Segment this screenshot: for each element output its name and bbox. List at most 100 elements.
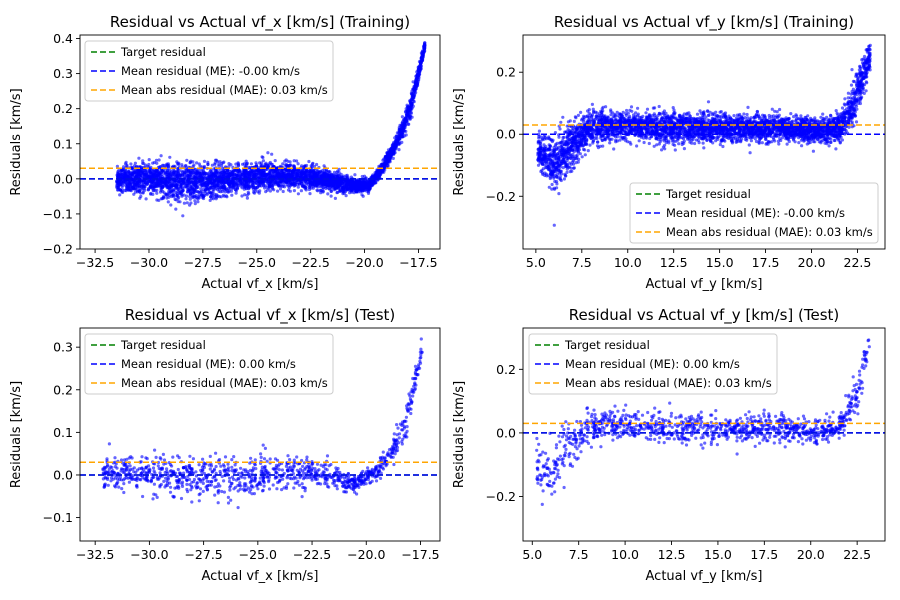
data-point bbox=[135, 174, 139, 178]
data-point bbox=[118, 188, 122, 192]
data-point bbox=[118, 193, 122, 197]
data-point bbox=[316, 181, 320, 185]
data-point bbox=[190, 184, 194, 188]
data-point bbox=[277, 175, 281, 179]
data-point bbox=[186, 190, 190, 194]
data-point bbox=[142, 173, 147, 177]
legend-entry: Mean abs residual (MAE): 0.03 km/s bbox=[121, 83, 328, 97]
data-point bbox=[423, 41, 427, 45]
data-point bbox=[177, 162, 181, 167]
data-point bbox=[155, 161, 159, 165]
data-point bbox=[206, 191, 210, 195]
data-point bbox=[322, 164, 326, 168]
data-point bbox=[209, 185, 213, 189]
y-axis-label: Residuals [km/s] bbox=[452, 88, 467, 195]
data-point bbox=[204, 181, 208, 185]
data-point bbox=[152, 185, 156, 189]
data-point bbox=[288, 160, 292, 164]
data-point bbox=[296, 162, 300, 166]
data-point bbox=[391, 156, 395, 160]
data-point bbox=[154, 158, 159, 162]
data-point bbox=[179, 169, 183, 173]
data-point bbox=[343, 181, 347, 185]
data-point bbox=[169, 179, 173, 183]
data-point bbox=[195, 181, 199, 185]
data-point bbox=[188, 171, 192, 176]
data-point bbox=[245, 161, 249, 165]
data-point bbox=[173, 164, 177, 168]
data-point bbox=[200, 182, 204, 186]
data-point bbox=[227, 183, 231, 187]
data-point bbox=[124, 171, 128, 175]
data-point bbox=[253, 189, 257, 193]
data-point bbox=[118, 183, 123, 187]
data-point bbox=[201, 172, 205, 176]
data-point bbox=[217, 162, 221, 166]
data-point bbox=[344, 194, 348, 198]
data-point bbox=[262, 179, 266, 183]
data-point bbox=[350, 184, 354, 188]
data-point bbox=[344, 188, 348, 192]
data-point bbox=[166, 169, 170, 173]
data-point bbox=[122, 165, 126, 169]
data-point bbox=[154, 170, 158, 175]
data-point bbox=[245, 193, 249, 197]
data-point bbox=[147, 158, 151, 162]
data-point bbox=[310, 162, 315, 166]
data-point bbox=[301, 170, 305, 174]
data-point bbox=[310, 181, 314, 185]
data-point bbox=[310, 164, 314, 168]
data-point bbox=[230, 179, 234, 183]
data-point bbox=[272, 165, 276, 169]
data-point bbox=[292, 159, 296, 163]
data-point bbox=[179, 184, 183, 188]
data-point bbox=[292, 168, 296, 172]
data-point bbox=[373, 171, 377, 175]
data-point bbox=[281, 189, 285, 194]
data-point bbox=[239, 181, 243, 185]
data-point bbox=[418, 67, 422, 71]
data-point bbox=[140, 182, 144, 186]
data-point bbox=[248, 169, 252, 173]
y-tick-label: 0.3 bbox=[53, 66, 73, 81]
data-point bbox=[413, 87, 417, 91]
data-point bbox=[309, 186, 313, 190]
data-point bbox=[142, 162, 146, 166]
data-point bbox=[407, 122, 411, 126]
data-point bbox=[127, 172, 131, 176]
data-point bbox=[196, 200, 200, 204]
data-point bbox=[199, 187, 203, 191]
data-point bbox=[366, 178, 370, 182]
data-point bbox=[336, 175, 340, 179]
data-point bbox=[292, 189, 296, 193]
data-point bbox=[410, 106, 414, 110]
data-point bbox=[278, 187, 283, 191]
data-point bbox=[299, 189, 303, 193]
data-point bbox=[255, 179, 259, 183]
data-point bbox=[299, 181, 303, 185]
data-point bbox=[291, 164, 295, 168]
data-point bbox=[397, 142, 401, 147]
data-point bbox=[303, 184, 307, 188]
data-point bbox=[138, 196, 142, 200]
data-point bbox=[401, 125, 405, 130]
data-point bbox=[157, 158, 161, 162]
data-point bbox=[339, 172, 343, 176]
data-point bbox=[188, 195, 192, 199]
data-point bbox=[186, 179, 190, 183]
data-point bbox=[165, 177, 169, 181]
data-point bbox=[329, 194, 333, 198]
data-point bbox=[144, 169, 148, 173]
data-point bbox=[374, 181, 378, 185]
data-point bbox=[374, 175, 378, 179]
x-axis-label: Actual vf_y [km/s] bbox=[646, 277, 763, 292]
data-point bbox=[215, 174, 219, 178]
data-point bbox=[327, 186, 331, 191]
data-point bbox=[149, 192, 153, 196]
data-point bbox=[298, 169, 302, 174]
data-point bbox=[333, 196, 337, 200]
data-point bbox=[256, 182, 260, 186]
data-point bbox=[262, 168, 266, 172]
data-point bbox=[147, 162, 151, 167]
data-point bbox=[128, 182, 132, 186]
